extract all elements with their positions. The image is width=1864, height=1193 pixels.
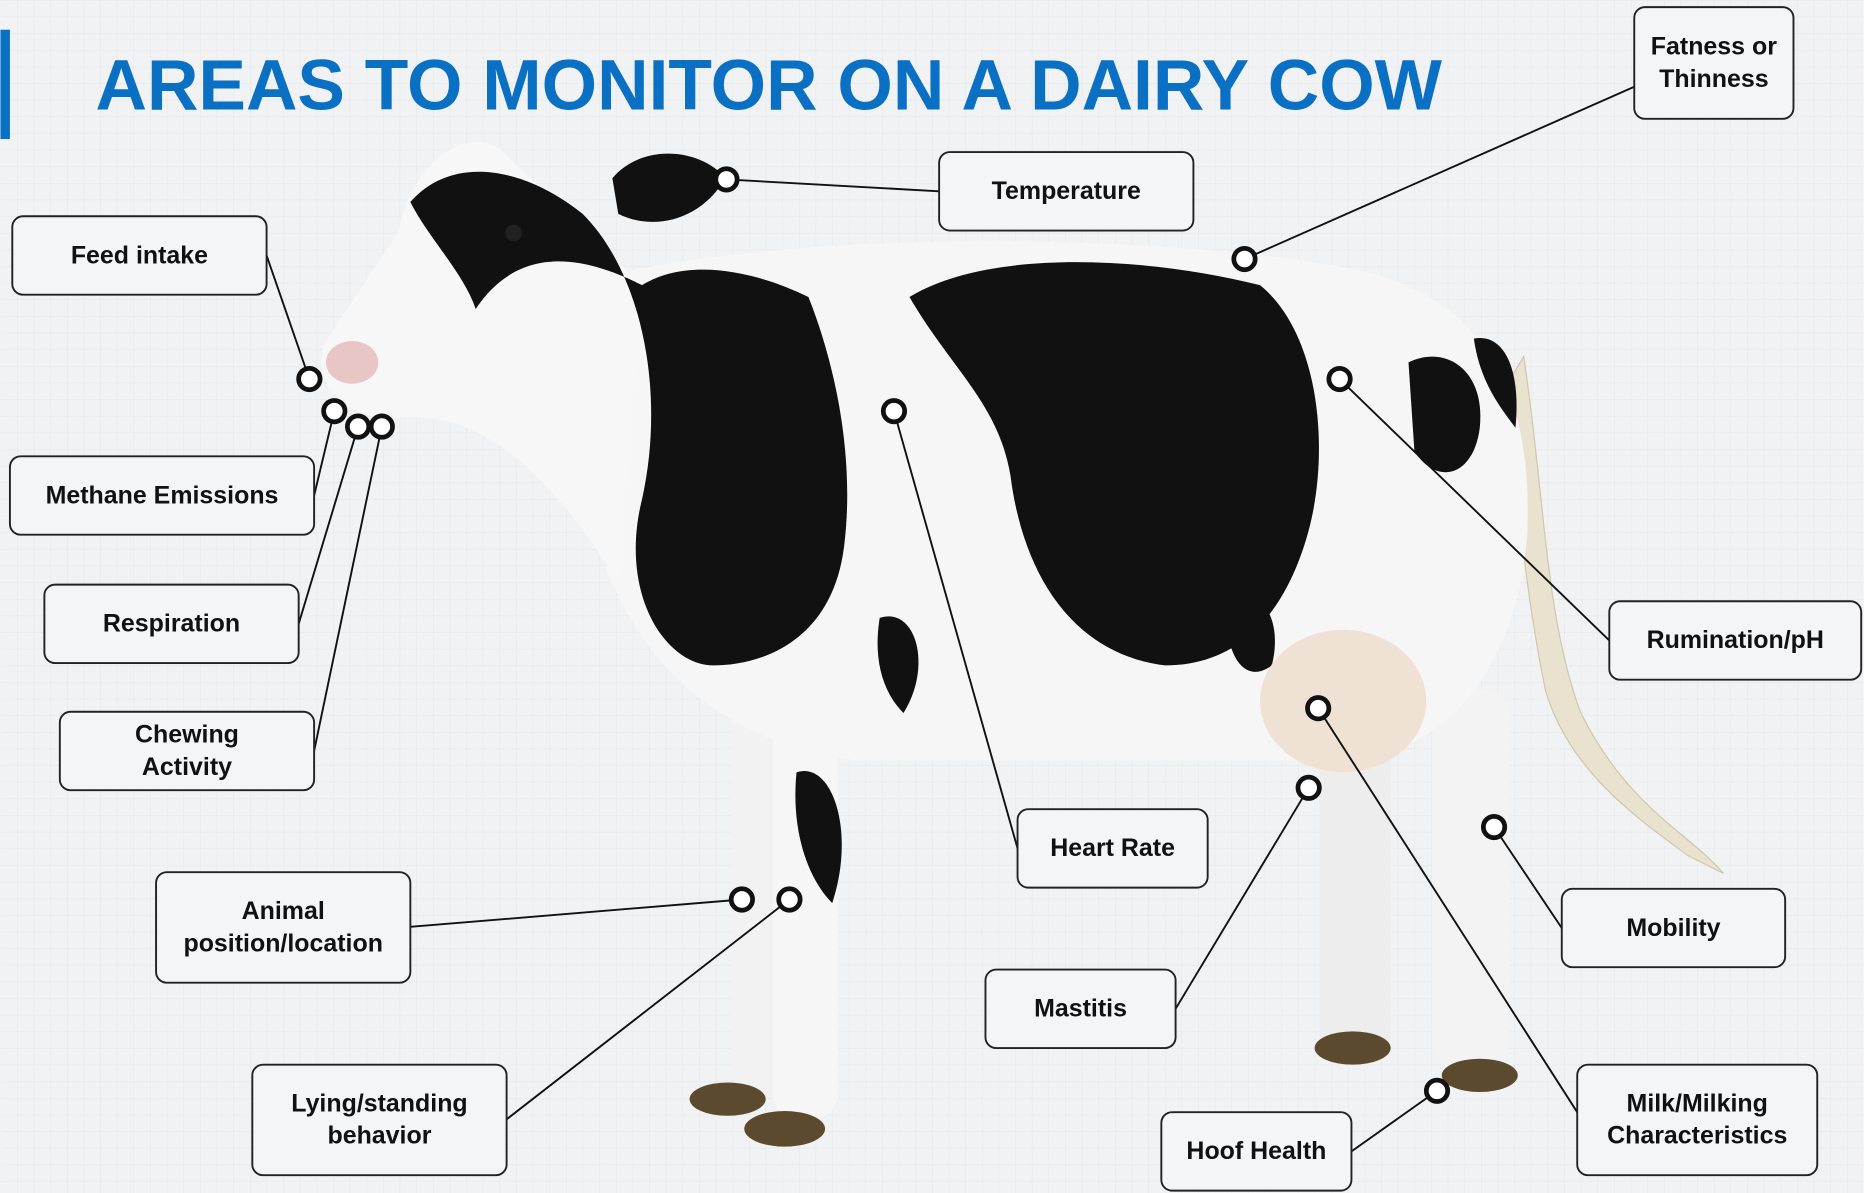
label-text: Heart Rate	[1050, 834, 1175, 862]
label-text: Hoof Health	[1186, 1137, 1326, 1165]
marker	[347, 416, 368, 437]
label-text: Fatness or	[1651, 33, 1777, 61]
label-box	[252, 1065, 506, 1176]
label-text: Chewing	[135, 721, 239, 749]
label-text: Mastitis	[1034, 995, 1127, 1023]
label-text: Thinness	[1659, 65, 1768, 93]
title: AREAS TO MONITOR ON A DAIRY COW	[95, 45, 1442, 125]
marker	[883, 400, 904, 421]
marker	[371, 416, 392, 437]
marker	[299, 368, 320, 389]
diagram: AREAS TO MONITOR ON A DAIRY COW Feed int…	[0, 0, 1864, 1193]
label-text: Lying/standing	[291, 1090, 467, 1118]
label-text: Respiration	[103, 610, 240, 638]
label-text: Activity	[142, 753, 232, 781]
label-text: Rumination/pH	[1647, 626, 1824, 654]
label-box	[156, 872, 410, 983]
page: AREAS TO MONITOR ON A DAIRY COW Feed int…	[0, 0, 1864, 1193]
marker	[716, 169, 737, 190]
label-text: Animal	[242, 897, 325, 925]
marker	[1307, 698, 1328, 719]
marker	[1329, 368, 1350, 389]
marker	[1426, 1080, 1447, 1101]
title-accent	[0, 30, 10, 139]
label-text: Mobility	[1626, 914, 1720, 942]
label-box	[1577, 1065, 1817, 1176]
label-text: Feed intake	[71, 241, 208, 269]
marker	[731, 889, 752, 910]
marker	[324, 400, 345, 421]
label-text: position/location	[183, 929, 383, 957]
label-text: Milk/Milking	[1627, 1090, 1768, 1118]
marker	[779, 889, 800, 910]
label-text: Characteristics	[1607, 1122, 1787, 1150]
label-text: Methane Emissions	[46, 481, 279, 509]
marker	[1298, 777, 1319, 798]
label-text: Temperature	[992, 177, 1141, 205]
marker	[1234, 248, 1255, 269]
label-text: behavior	[327, 1122, 431, 1150]
label-box	[1634, 7, 1793, 119]
marker	[1483, 816, 1504, 837]
